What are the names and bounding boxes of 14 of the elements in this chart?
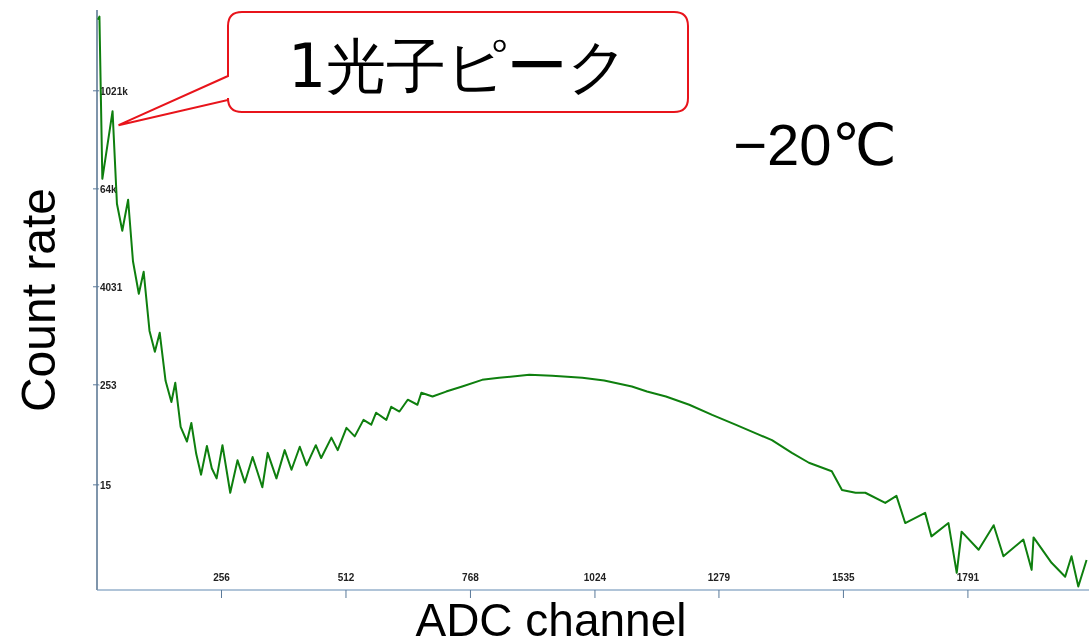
- x-tick-label: 768: [462, 572, 480, 583]
- annotation: −20℃: [733, 112, 897, 177]
- y-tick-label: 253: [100, 379, 118, 391]
- x-tick-label: 1535: [832, 572, 855, 583]
- x-tick-label: 256: [213, 572, 231, 583]
- x-tick-label: 1279: [707, 572, 731, 583]
- y-axis-title: Count rate: [12, 187, 65, 413]
- y-tick-label: 15: [100, 479, 112, 491]
- x-tick-label: 1791: [956, 572, 980, 583]
- x-axis-title: ADC channel: [415, 594, 687, 642]
- y-tick-label: 4031: [100, 281, 123, 293]
- annotation: 1光子ピーク: [287, 31, 629, 101]
- x-tick-label: 512: [337, 572, 355, 583]
- x-tick-label: 1024: [583, 572, 607, 583]
